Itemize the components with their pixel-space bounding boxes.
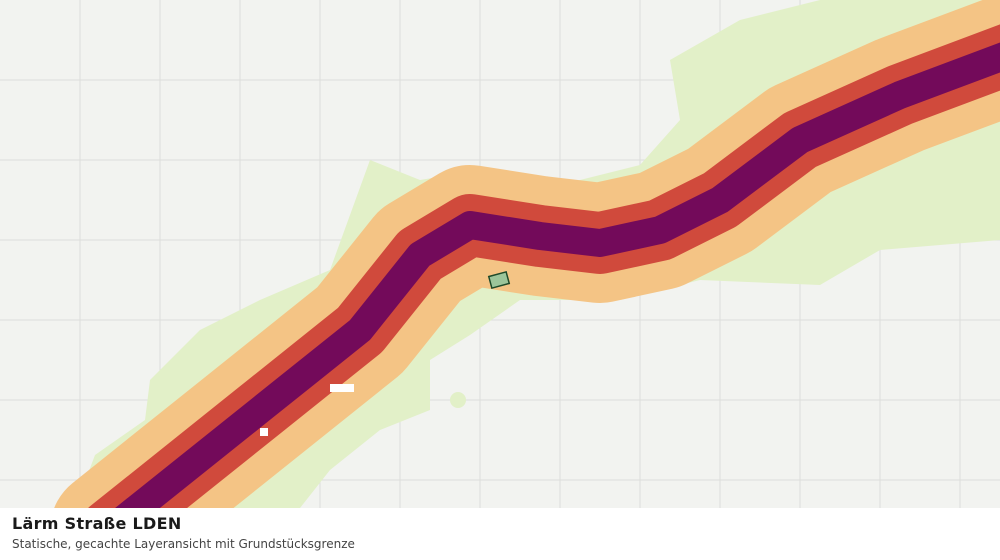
layer-title: Lärm Straße LDEN	[12, 514, 182, 533]
parcel-boundary[interactable]	[487, 270, 511, 290]
noise-zone-high	[115, 42, 1000, 508]
info-panel: Lärm Straße LDEN Statische, gecachte Lay…	[0, 508, 1000, 560]
gap	[330, 384, 354, 392]
layer-subtitle: Statische, gecachte Layeransicht mit Gru…	[12, 537, 355, 551]
gap	[260, 428, 268, 436]
map-canvas	[0, 0, 1000, 508]
